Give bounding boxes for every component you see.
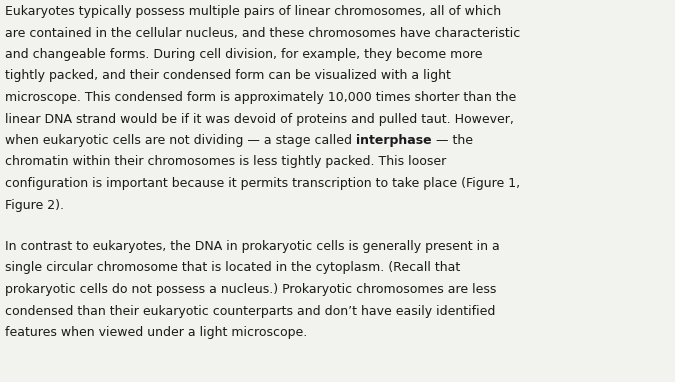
Text: prokaryotic cells do not possess a nucleus.) Prokaryotic chromosomes are less: prokaryotic cells do not possess a nucle… — [5, 283, 496, 296]
Text: single circular chromosome that is located in the cytoplasm. (Recall that: single circular chromosome that is locat… — [5, 262, 460, 275]
Text: tightly packed, and their condensed form can be visualized with a light: tightly packed, and their condensed form… — [5, 70, 451, 83]
Text: interphase: interphase — [356, 134, 431, 147]
Text: configuration is important because it permits transcription to take place (Figur: configuration is important because it pe… — [5, 177, 520, 190]
Text: microscope. This condensed form is approximately 10,000 times shorter than the: microscope. This condensed form is appro… — [5, 91, 516, 104]
Text: condensed than their eukaryotic counterparts and don’t have easily identified: condensed than their eukaryotic counterp… — [5, 304, 495, 317]
Text: and changeable forms. During cell division, for example, they become more: and changeable forms. During cell divisi… — [5, 48, 483, 61]
Text: linear DNA strand would be if it was devoid of proteins and pulled taut. However: linear DNA strand would be if it was dev… — [5, 113, 514, 126]
Text: when eukaryotic cells are not dividing — a stage called: when eukaryotic cells are not dividing —… — [5, 134, 356, 147]
Text: — the: — the — [431, 134, 472, 147]
Text: chromatin within their chromosomes is less tightly packed. This looser: chromatin within their chromosomes is le… — [5, 155, 446, 168]
Text: In contrast to eukaryotes, the DNA in prokaryotic cells is generally present in : In contrast to eukaryotes, the DNA in pr… — [5, 240, 500, 253]
Text: are contained in the cellular nucleus, and these chromosomes have characteristic: are contained in the cellular nucleus, a… — [5, 26, 520, 39]
Text: features when viewed under a light microscope.: features when viewed under a light micro… — [5, 326, 307, 339]
Text: Eukaryotes typically possess multiple pairs of linear chromosomes, all of which: Eukaryotes typically possess multiple pa… — [5, 5, 501, 18]
Text: Figure 2).: Figure 2). — [5, 199, 64, 212]
